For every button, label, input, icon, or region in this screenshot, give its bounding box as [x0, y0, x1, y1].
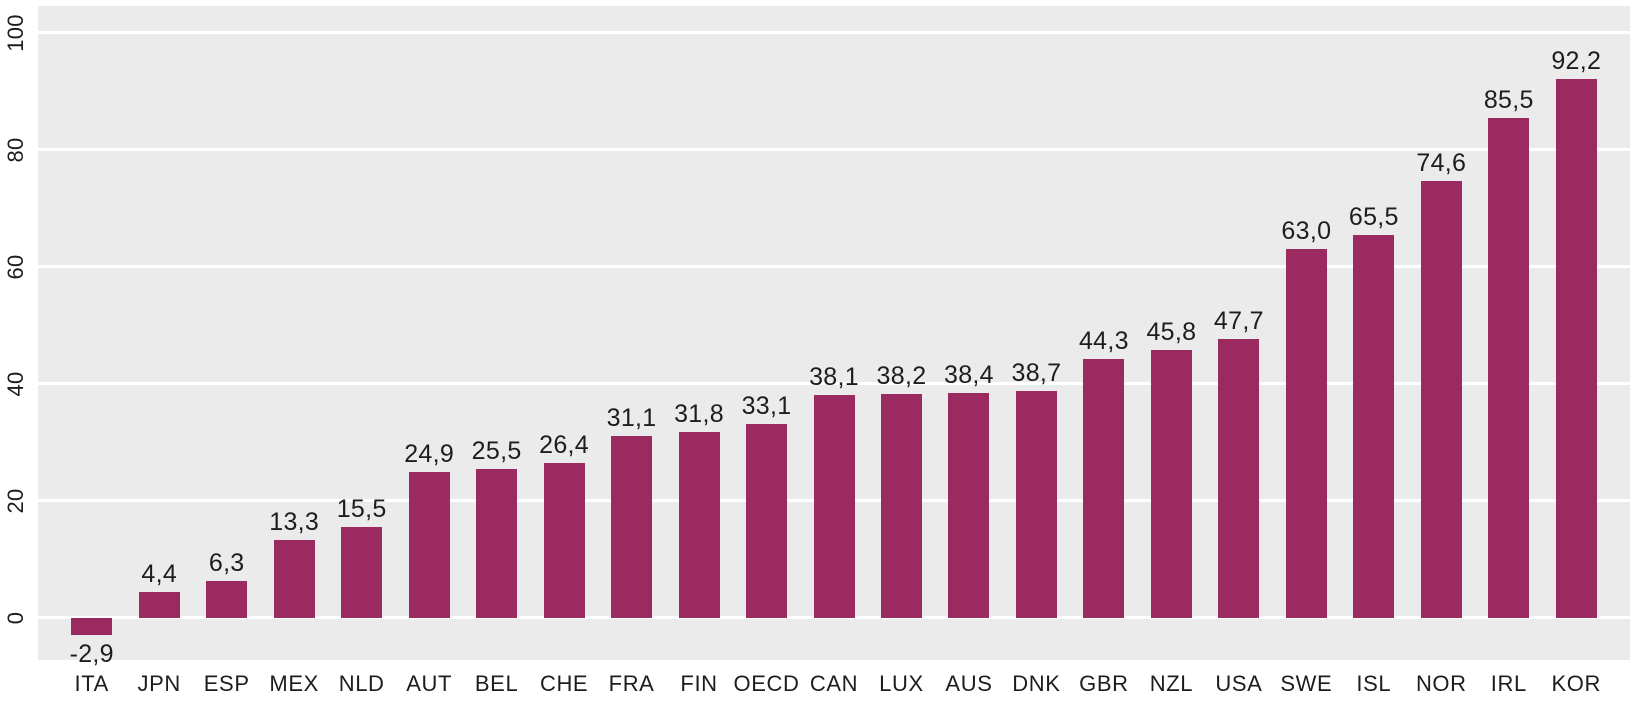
bar: [1285, 249, 1327, 618]
bar: [476, 468, 518, 618]
bar-value-label: -2,9: [69, 639, 114, 668]
bar-value-label: 74,6: [1416, 149, 1467, 178]
gridline: [38, 616, 1630, 620]
x-tick-label: BEL: [474, 671, 519, 696]
bar: [1015, 391, 1057, 618]
bar-value-label: 15,5: [336, 495, 387, 524]
bar-value-label: 85,5: [1483, 85, 1534, 114]
gridline: [38, 31, 1630, 35]
x-tick-label: MEX: [269, 671, 319, 696]
bar: [71, 617, 113, 635]
y-tick-label: 60: [3, 254, 28, 280]
y-tick-label: 40: [3, 371, 28, 397]
bar: [1555, 78, 1597, 618]
gridline: [38, 382, 1630, 386]
x-tick-label: ISL: [1356, 671, 1392, 696]
bar: [206, 581, 248, 618]
bar-value-label: 26,4: [539, 431, 590, 460]
x-tick-label: AUS: [945, 671, 993, 696]
bar-value-label: 65,5: [1348, 202, 1399, 231]
x-tick-label: SWE: [1280, 671, 1333, 696]
x-tick-label: NZL: [1149, 671, 1194, 696]
x-tick-label: IRL: [1490, 671, 1527, 696]
x-tick-label: KOR: [1551, 671, 1601, 696]
y-tick-label: 100: [3, 14, 28, 52]
bar: [880, 394, 922, 618]
bar-value-label: 92,2: [1551, 46, 1602, 75]
x-tick-label: CAN: [809, 671, 859, 696]
bar: [1353, 234, 1395, 618]
bar-value-label: 47,7: [1213, 306, 1264, 335]
y-tick-label: 20: [3, 488, 28, 514]
y-tick-label: 80: [3, 137, 28, 163]
bar-value-label: 4,4: [141, 560, 178, 589]
x-tick-label: NLD: [338, 671, 385, 696]
gridline: [38, 148, 1630, 152]
bar-value-label: 6,3: [208, 549, 245, 578]
bar-value-label: 31,1: [606, 403, 657, 432]
bar: [273, 540, 315, 618]
bar: [1488, 117, 1530, 618]
bar-value-label: 38,4: [944, 361, 994, 390]
x-tick-label: LUX: [879, 671, 924, 696]
x-tick-label: DNK: [1012, 671, 1061, 696]
bar-value-label: 38,1: [809, 363, 859, 391]
bar-value-label: 33,1: [741, 392, 792, 421]
x-tick-label: JPN: [137, 671, 181, 696]
bar-value-label: 25,5: [471, 436, 522, 465]
bar: [1083, 358, 1125, 618]
bar-value-label: 13,3: [269, 508, 320, 537]
bar-value-label: 24,9: [404, 440, 455, 469]
bar: [611, 435, 653, 618]
x-tick-label: NOR: [1415, 671, 1467, 696]
bar: [948, 393, 990, 618]
bar-value-label: 38,7: [1011, 359, 1062, 388]
bar: [678, 431, 720, 618]
bar: [813, 395, 855, 618]
bar: [408, 472, 450, 618]
gridline: [38, 265, 1630, 269]
bar: [341, 527, 383, 618]
y-tick-label: 0: [3, 611, 28, 625]
x-tick-label: FRA: [608, 671, 655, 696]
x-tick-label: FIN: [680, 671, 718, 696]
plot-area: -2,9 4,4 6,3 13,3 15,5 24,9 25,5 26,4 31,1 31,8 33…: [38, 6, 1630, 668]
bar: [746, 424, 788, 618]
x-tick-label: ESP: [203, 671, 250, 696]
x-tick-label: AUT: [406, 671, 453, 696]
x-tick-label: USA: [1215, 671, 1263, 696]
bar: [1218, 338, 1260, 618]
bar: [543, 463, 585, 618]
bar-value-label: 44,3: [1078, 326, 1129, 355]
bar-value-label: 63,0: [1281, 217, 1332, 246]
bar: [138, 592, 180, 618]
x-tick-label: ITA: [74, 671, 109, 696]
bar-value-label: 38,2: [876, 362, 927, 391]
bar: [1150, 349, 1192, 618]
bar: [1420, 181, 1462, 618]
bar-value-label: 45,8: [1146, 317, 1197, 346]
bar-value-label: 31,8: [674, 399, 724, 428]
x-tick-label: CHE: [539, 671, 589, 696]
x-tick-label: OECD: [733, 671, 800, 696]
x-tick-label: GBR: [1079, 671, 1129, 696]
